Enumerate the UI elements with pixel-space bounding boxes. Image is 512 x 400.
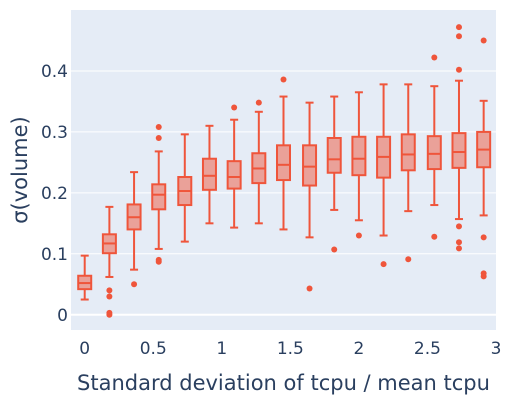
- outlier-point: [480, 273, 487, 280]
- y-tick-label: 0.1: [41, 245, 68, 265]
- iqr-box: [451, 132, 467, 169]
- outlier-point: [431, 54, 438, 61]
- outlier-point: [131, 281, 138, 288]
- x-axis-ticks: 0 0.5 1 1.5 2 2.5 3: [79, 339, 501, 359]
- x-tick-label: 0.5: [140, 339, 167, 359]
- outlier-point: [331, 246, 338, 253]
- box-group: [201, 124, 217, 225]
- outlier-point: [455, 33, 462, 40]
- boxes-layer: [77, 24, 492, 318]
- outlier-point: [455, 66, 462, 73]
- outlier-point: [106, 287, 113, 294]
- box-group: [451, 24, 467, 252]
- outlier-point: [355, 232, 362, 239]
- box-group: [400, 83, 416, 263]
- box-group: [426, 54, 442, 240]
- box-group: [302, 101, 318, 292]
- outlier-point: [155, 258, 162, 265]
- outlier-point: [480, 37, 487, 44]
- box-group: [177, 133, 193, 243]
- iqr-box: [426, 135, 442, 171]
- box-group: [376, 83, 392, 268]
- outlier-point: [231, 104, 238, 111]
- outlier-point: [431, 233, 438, 240]
- box-group: [476, 37, 492, 280]
- box-group: [351, 91, 367, 239]
- outlier-point: [306, 285, 313, 292]
- x-tick-label: 1: [216, 339, 227, 359]
- x-axis-title: Standard deviation of tcpu / mean tcpu: [77, 371, 490, 395]
- iqr-box: [226, 160, 242, 190]
- box-group: [151, 124, 167, 265]
- iqr-box: [351, 135, 367, 177]
- outlier-point: [106, 311, 113, 318]
- x-tick-label: 3: [491, 339, 502, 359]
- iqr-box: [276, 144, 291, 182]
- box-group: [226, 104, 242, 229]
- box-group: [101, 205, 117, 318]
- x-tick-label: 2.5: [414, 339, 441, 359]
- box-group: [77, 254, 93, 301]
- outlier-point: [155, 135, 162, 141]
- box-group: [276, 76, 291, 231]
- outlier-point: [255, 99, 262, 106]
- x-tick-label: 1.5: [277, 339, 304, 359]
- y-tick-label: 0.2: [41, 184, 68, 204]
- outlier-point: [455, 239, 462, 246]
- outlier-point: [380, 261, 387, 268]
- y-tick-label: 0.3: [41, 123, 68, 143]
- outlier-point: [455, 24, 462, 31]
- outlier-point: [480, 234, 487, 241]
- outlier-point: [280, 76, 287, 83]
- box-group: [326, 95, 342, 253]
- outlier-point: [405, 256, 412, 263]
- x-tick-label: 2: [353, 339, 364, 359]
- iqr-box: [151, 183, 167, 211]
- outlier-point: [455, 245, 462, 252]
- box-group: [251, 99, 267, 225]
- iqr-box: [302, 144, 318, 187]
- y-tick-label: 0.4: [41, 62, 68, 82]
- y-axis-ticks: 0 0.1 0.2 0.3 0.4: [41, 62, 68, 326]
- outlier-point: [455, 223, 462, 230]
- y-tick-label: 0: [57, 306, 68, 326]
- x-tick-label: 0: [79, 339, 90, 359]
- iqr-box: [326, 137, 342, 174]
- iqr-box: [400, 133, 416, 172]
- outlier-point: [106, 293, 113, 300]
- y-axis-title: σ(volume): [8, 116, 32, 224]
- iqr-box: [201, 157, 217, 191]
- box-group: [126, 171, 142, 288]
- outlier-point: [155, 124, 162, 131]
